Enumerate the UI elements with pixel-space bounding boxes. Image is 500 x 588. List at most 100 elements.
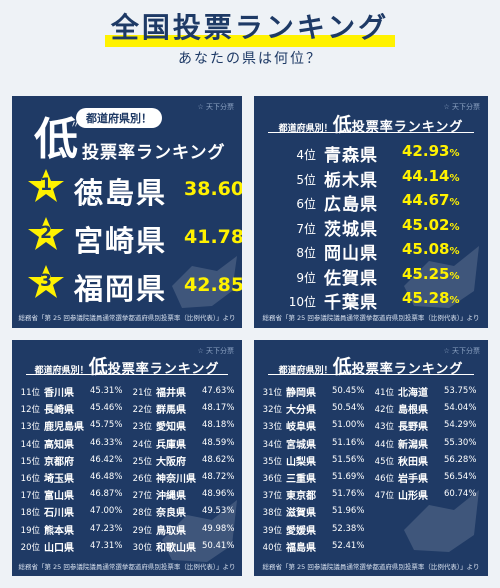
ranking-row: 3 福岡県 42.85% (26, 262, 242, 306)
ranking-row: 36位 三重県 51.69% (260, 470, 370, 486)
rank-label: 29位 (132, 525, 152, 536)
prefecture-name: 愛媛県 (286, 525, 316, 537)
prefecture-name: 愛知県 (156, 422, 186, 434)
ranking-row: 29位 鳥取県 49.98% (130, 522, 240, 538)
rank-label: 35位 (262, 456, 282, 467)
turnout-percent: 50.54% (332, 403, 365, 414)
turnout-unit: % (449, 221, 460, 233)
turnout-percent: 45.08% (402, 240, 459, 258)
prefecture-name: 茨城県 (324, 219, 378, 240)
spark-icon: 〃 (70, 120, 80, 131)
ranking-row: 12位 長崎県 45.46% (18, 401, 128, 417)
ranking-row: 5位 栃木県 44.14% (254, 165, 488, 191)
prefecture-silhouette-icon (172, 256, 237, 308)
ranking-row: 4位 青森県 42.93% (254, 140, 488, 166)
ranking-card-31-47: ☆ 天下分票 都道府県別！低投票率ランキング 31位 静岡県 50.45% 32位 大分… (254, 340, 488, 576)
turnout-value: 42.93 (402, 142, 450, 160)
ranking-row: 46位 岩手県 56.54% (372, 470, 482, 486)
ranking-row: 42位 島根県 54.04% (372, 401, 482, 417)
turnout-percent: 48.59% (202, 437, 235, 448)
ranking-row: 40位 福島県 52.41% (260, 539, 370, 555)
prefecture-name: 長崎県 (44, 405, 74, 417)
ranking-row: 20位 山口県 47.31% (18, 539, 128, 555)
rank-label: 47位 (374, 491, 394, 502)
rank-label: 24位 (132, 439, 152, 450)
rank-label: 4位 (296, 148, 316, 162)
rank-label: 45位 (374, 456, 394, 467)
card-heading: 都道府県別！低投票率ランキング (254, 352, 488, 379)
prefecture-name: 福井県 (156, 388, 186, 399)
ranking-row: 14位 高知県 46.33% (18, 436, 128, 452)
prefecture-name: 三重県 (286, 474, 316, 485)
turnout-percent: 50.41% (202, 540, 235, 551)
prefecture-name: 高知県 (44, 439, 74, 451)
turnout-percent: 47.63% (202, 386, 235, 396)
prefecture-name: 京都府 (44, 456, 74, 468)
ranking-row: 18位 石川県 47.00% (18, 504, 128, 520)
prefecture-silhouette-icon (404, 246, 479, 308)
ranking-row: 45位 秋田県 56.28% (372, 453, 482, 469)
source-footnote: 総務省「第 25 回参議院議員通常選挙都道府県別投票率（比例代表）」より (262, 563, 480, 571)
ranking-row: 8位 岡山県 45.08% (254, 238, 488, 264)
prefecture-name: 徳島県 (74, 176, 168, 210)
rank-label: 40位 (262, 542, 282, 553)
turnout-percent: 46.48% (90, 472, 123, 482)
prefecture-name: 神奈川県 (156, 474, 196, 485)
turnout-percent: 54.04% (444, 403, 477, 414)
ranking-card-4-10: ☆ 天下分票 都道府県別！低投票率ランキング 4位 青森県 42.93% 5位 栃木県 4… (254, 96, 488, 328)
turnout-percent: 55.30% (444, 437, 477, 448)
brand-logo: ☆ 天下分票 (197, 103, 234, 111)
turnout-percent: 50.45% (332, 386, 365, 396)
turnout-value: 45.08 (402, 240, 450, 258)
prefecture-name: 岐阜県 (286, 422, 316, 434)
ranking-card-11-30: ☆ 天下分票 都道府県別！低投票率ランキング 11位 香川県 45.31% 12位 長崎… (12, 340, 242, 576)
prefecture-name: 大阪府 (156, 456, 186, 468)
prefecture-name: 熊本県 (44, 525, 74, 537)
turnout-percent: 45.75% (90, 420, 123, 431)
ranking-row: 9位 佐賀県 45.25% (254, 263, 488, 289)
turnout-percent: 51.56% (332, 454, 365, 465)
prefecture-name: 千葉県 (324, 293, 378, 313)
rank-label: 7位 (296, 221, 316, 236)
turnout-unit: % (449, 172, 460, 184)
prefecture-name: 静岡県 (286, 388, 316, 399)
turnout-percent: 42.93% (402, 142, 459, 160)
turnout-percent: 52.38% (332, 523, 365, 534)
source-footnote: 総務省「第 25 回参議院議員通常選挙都道府県別投票率（比例代表）」より (262, 314, 480, 322)
turnout-unit: % (449, 295, 460, 306)
rank-label: 25位 (132, 456, 152, 467)
turnout-percent: 48.72% (202, 472, 235, 482)
rank-label: 33位 (262, 422, 282, 433)
prefecture-name: 宮城県 (286, 439, 316, 451)
turnout-percent: 41.78% (184, 226, 242, 248)
prefecture-silhouette-icon (404, 490, 479, 552)
ranking-row: 15位 京都府 46.42% (18, 453, 128, 469)
rank-label: 46位 (374, 474, 394, 484)
turnout-value: 44.67 (402, 191, 450, 209)
rank-label: 44位 (374, 439, 394, 450)
rank-label: 5位 (296, 172, 316, 187)
turnout-value: 45.02 (402, 215, 450, 234)
prefecture-name: 広島県 (324, 195, 378, 215)
ranking-row: 19位 熊本県 47.23% (18, 522, 128, 538)
prefecture-name: 福岡県 (74, 272, 168, 306)
brand-logo: ☆ 天下分票 (443, 103, 480, 111)
ranking-row: 7位 茨城県 45.02% (254, 214, 488, 240)
prefecture-name: 和歌山県 (156, 542, 196, 554)
prefecture-name: 沖縄県 (156, 491, 186, 503)
prefecture-name: 青森県 (324, 146, 378, 166)
ranking-row: 31位 静岡県 50.45% (260, 384, 370, 400)
rank-label: 30位 (132, 542, 152, 553)
prefecture-name: 東京都 (286, 491, 316, 503)
rank-star-badge: 2 (26, 214, 66, 258)
rank-label: 42位 (374, 405, 394, 416)
turnout-percent: 53.75% (444, 386, 477, 396)
prefecture-name: 岡山県 (324, 244, 378, 264)
turnout-percent: 51.69% (332, 472, 365, 482)
ranking-row: 35位 山梨県 51.56% (260, 453, 370, 469)
turnout-percent: 44.14% (402, 167, 459, 185)
ranking-row: 28位 奈良県 49.53% (130, 504, 240, 520)
turnout-unit: % (449, 197, 460, 208)
heading-underline (268, 132, 474, 133)
prefecture-name: 岩手県 (398, 474, 428, 485)
